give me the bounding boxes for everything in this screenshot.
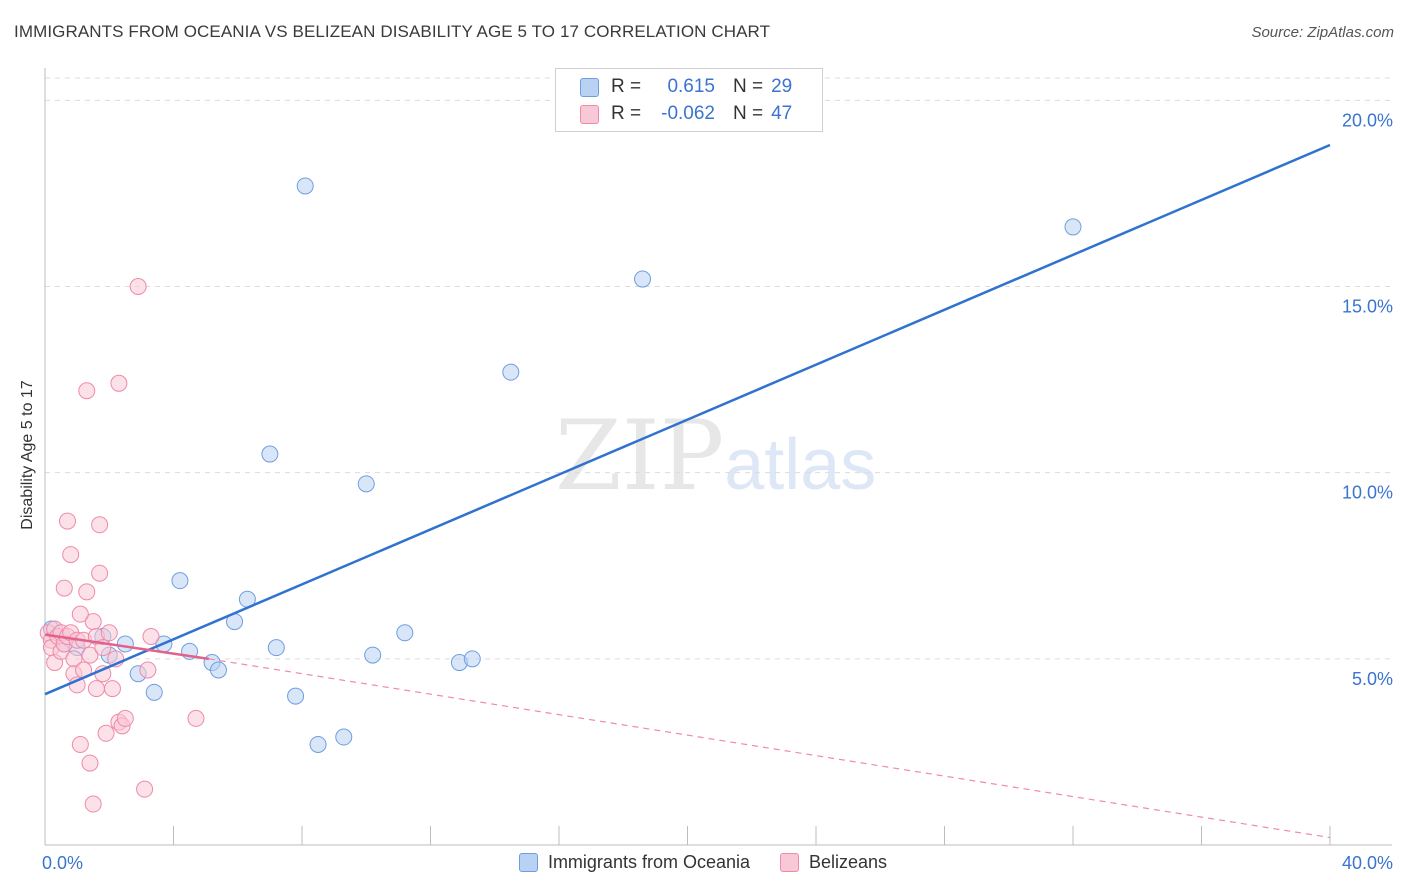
series-legend: Immigrants from Oceania Belizeans [0, 852, 1406, 873]
legend-r-label: R = [611, 103, 642, 124]
oceania-point [287, 687, 305, 705]
oceania-point [296, 177, 314, 195]
belizean-point [55, 579, 73, 597]
oceania-point [309, 735, 327, 753]
oceania-point [357, 475, 375, 493]
belizean-point [62, 546, 80, 564]
belizean-point [91, 564, 109, 582]
oceania-point [267, 639, 285, 657]
legend-swatch-oceania [518, 853, 538, 872]
oceania-trend-line [44, 143, 1331, 696]
legend-row-belizeans: R = -0.062 N = 47 [580, 102, 792, 126]
belizean-point [116, 709, 134, 727]
belizean-point [136, 780, 154, 798]
oceania-point [1064, 218, 1082, 236]
legend-r-label: R = [611, 76, 642, 97]
oceania-point [116, 635, 134, 653]
belizean-point [91, 516, 109, 534]
source-label: Source: ZipAtlas.com [1251, 24, 1394, 41]
belizean-point [84, 795, 102, 813]
oceania-point [634, 270, 652, 288]
oceania-point [396, 624, 414, 642]
oceania-point [463, 650, 481, 668]
y-tick-label: 20.0% [1342, 110, 1393, 130]
watermark-zip: ZIP [555, 400, 725, 512]
belizean-point [139, 661, 157, 679]
belizean-trend-extension [208, 658, 1331, 839]
x-tick-label-max: 40.0% [1342, 853, 1393, 873]
legend-item-belizeans: Belizeans [780, 852, 887, 873]
belizean-point [58, 512, 76, 530]
belizean-point [142, 627, 160, 645]
legend-r-value-belizeans: -0.062 [661, 103, 715, 124]
oceania-point [364, 646, 382, 664]
belizean-point [71, 605, 89, 623]
legend-swatch-belizeans [780, 853, 799, 872]
legend-label-oceania: Immigrants from Oceania [547, 852, 750, 872]
correlation-legend: R = 0.615 N = 29 R = -0.062 N = 47 [555, 68, 823, 132]
legend-n-value-belizeans: 47 [771, 103, 793, 124]
belizean-point [129, 278, 147, 296]
belizean-point [110, 374, 128, 392]
belizean-point [103, 680, 121, 698]
belizean-point [100, 624, 118, 642]
belizean-point [71, 735, 89, 753]
oceania-point [209, 661, 227, 679]
legend-n-label: N = [733, 103, 764, 124]
belizean-trend-line [44, 633, 210, 661]
y-tick-label: 15.0% [1342, 297, 1393, 317]
legend-n-label: N = [733, 76, 764, 97]
oceania-point [335, 728, 353, 746]
belizean-point [81, 754, 99, 772]
oceania-point [145, 683, 163, 701]
legend-label-belizeans: Belizeans [809, 852, 888, 872]
oceania-point [261, 445, 279, 463]
legend-row-oceania: R = 0.615 N = 29 [580, 75, 792, 99]
legend-swatch-oceania [580, 77, 599, 97]
y-tick-label: 5.0% [1352, 669, 1393, 689]
belizean-point [187, 709, 205, 727]
oceania-point [171, 572, 189, 590]
belizean-point [97, 724, 115, 742]
legend-item-oceania: Immigrants from Oceania [518, 852, 750, 873]
belizean-point [78, 583, 96, 601]
legend-r-value-oceania: 0.615 [667, 76, 715, 97]
belizean-point [81, 646, 99, 664]
belizean-point [78, 382, 96, 400]
legend-swatch-belizeans [580, 104, 599, 124]
belizean-point [87, 680, 105, 698]
x-tick-label-min: 0.0% [42, 853, 83, 873]
watermark: ZIPatlas [555, 400, 876, 512]
y-tick-label: 10.0% [1342, 483, 1393, 503]
legend-n-value-oceania: 29 [771, 76, 793, 97]
oceania-point [502, 363, 520, 381]
chart-title: IMMIGRANTS FROM OCEANIA VS BELIZEAN DISA… [14, 22, 771, 41]
watermark-atlas: atlas [724, 425, 877, 505]
